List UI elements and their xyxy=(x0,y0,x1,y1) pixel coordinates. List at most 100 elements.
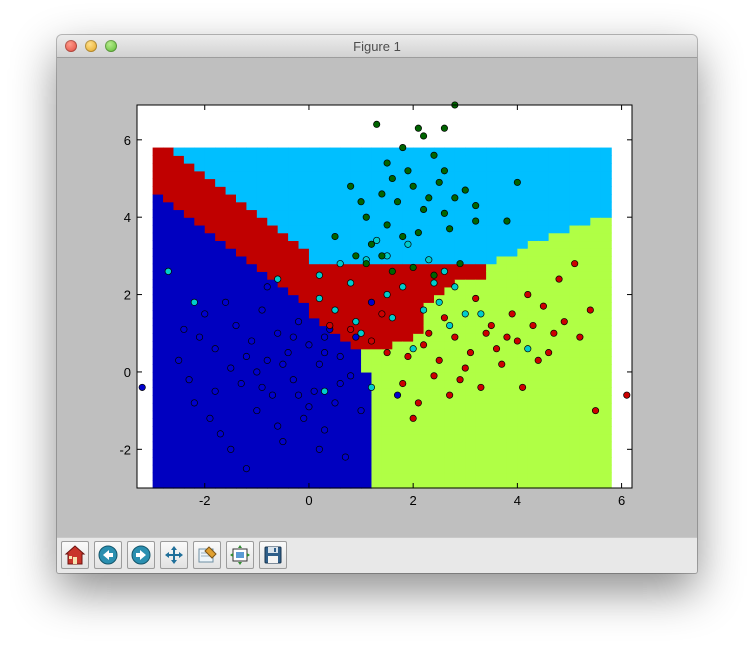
region-cell-blue xyxy=(277,457,289,466)
region-cell-blue xyxy=(163,379,175,389)
region-cell-blue xyxy=(204,480,216,489)
region-cell-red xyxy=(204,186,216,195)
region-cell-blue xyxy=(267,317,279,327)
region-cell-blue xyxy=(152,402,164,412)
region-cell-blue xyxy=(288,364,300,373)
region-cell-green xyxy=(475,333,487,342)
region-cell-blue xyxy=(277,472,289,481)
region-cell-green xyxy=(496,472,508,481)
region-cell-cyan xyxy=(465,209,477,218)
region-cell-cyan xyxy=(340,170,352,180)
region-cell-blue xyxy=(308,325,320,334)
region-cell-red xyxy=(402,302,414,311)
region-cell-green xyxy=(506,255,518,265)
region-cell-cyan xyxy=(288,178,300,187)
pan-button[interactable] xyxy=(160,541,188,569)
region-cell-red xyxy=(267,232,279,242)
region-cell-cyan xyxy=(319,147,331,156)
region-cell-cyan xyxy=(298,147,310,156)
region-cell-blue xyxy=(267,333,279,342)
region-cell-cyan xyxy=(569,217,581,226)
region-cell-blue xyxy=(246,402,258,412)
figure-canvas[interactable]: -2 0 2 4 6 -2 0 2 4 6 xyxy=(57,58,697,537)
zoom-button[interactable] xyxy=(193,541,221,569)
region-cell-green xyxy=(579,410,591,419)
region-cell-green xyxy=(444,387,456,396)
scatter-point xyxy=(190,399,198,407)
region-cell-green xyxy=(486,410,498,419)
region-cell-cyan xyxy=(256,201,268,211)
region-cell-blue xyxy=(350,426,362,435)
region-cell-green xyxy=(506,263,518,272)
region-cell-green xyxy=(454,457,466,466)
region-cell-green xyxy=(465,294,477,303)
region-cell-green xyxy=(434,310,446,319)
region-cell-cyan xyxy=(319,248,331,257)
scatter-point xyxy=(227,364,235,372)
close-window-icon[interactable] xyxy=(65,40,77,52)
region-cell-green xyxy=(496,457,508,466)
region-cell-green xyxy=(454,325,466,334)
region-cell-green xyxy=(517,340,529,350)
region-cell-cyan xyxy=(423,248,435,257)
region-cell-blue xyxy=(340,410,352,419)
region-cell-blue xyxy=(298,457,310,466)
maximize-window-icon[interactable] xyxy=(105,40,117,52)
save-button[interactable] xyxy=(259,541,287,569)
region-cell-red xyxy=(392,310,404,319)
region-cell-cyan xyxy=(454,232,466,242)
region-cell-green xyxy=(600,271,612,280)
home-button[interactable] xyxy=(61,541,89,569)
scatter-point xyxy=(180,325,188,333)
region-cell-blue xyxy=(267,348,279,358)
region-cell-blue xyxy=(236,263,248,272)
scatter-point xyxy=(440,209,448,217)
region-cell-cyan xyxy=(267,217,279,226)
region-cell-blue xyxy=(329,356,341,365)
region-cell-blue xyxy=(215,472,227,481)
region-cell-green xyxy=(548,395,560,404)
region-cell-red xyxy=(413,279,425,288)
minimize-window-icon[interactable] xyxy=(85,40,97,52)
region-cell-blue xyxy=(246,480,258,489)
back-button[interactable] xyxy=(94,541,122,569)
region-cell-blue xyxy=(152,240,164,249)
region-cell-green xyxy=(486,294,498,303)
region-cell-cyan xyxy=(465,178,477,187)
region-cell-green xyxy=(465,464,477,474)
forward-button[interactable] xyxy=(127,541,155,569)
region-cell-cyan xyxy=(590,186,602,195)
scatter-point xyxy=(472,294,480,302)
region-cell-green xyxy=(548,333,560,342)
region-cell-cyan xyxy=(548,201,560,211)
region-cell-red xyxy=(152,170,164,180)
region-cell-blue xyxy=(256,464,268,474)
region-cell-green xyxy=(423,310,435,319)
region-cell-green xyxy=(506,426,518,435)
region-cell-blue xyxy=(183,356,195,365)
region-cell-green xyxy=(444,402,456,412)
region-cell-red xyxy=(308,286,320,296)
region-cell-cyan xyxy=(267,147,279,156)
region-cell-red xyxy=(423,279,435,288)
region-cell-cyan xyxy=(402,224,414,234)
region-cell-blue xyxy=(173,263,185,272)
region-cell-cyan xyxy=(392,224,404,234)
region-cell-blue xyxy=(288,395,300,404)
region-cell-red xyxy=(454,271,466,280)
region-cell-cyan xyxy=(538,232,550,242)
region-cell-green xyxy=(454,402,466,412)
region-cell-blue xyxy=(246,449,258,458)
region-cell-red xyxy=(402,325,414,334)
region-cell-blue xyxy=(183,232,195,242)
region-cell-cyan xyxy=(538,209,550,218)
region-cell-cyan xyxy=(256,193,268,203)
region-cell-blue xyxy=(298,395,310,404)
region-cell-green xyxy=(423,356,435,365)
region-cell-green xyxy=(423,402,435,412)
region-cell-cyan xyxy=(413,255,425,265)
region-cell-cyan xyxy=(298,155,310,164)
scatter-point xyxy=(388,174,396,183)
region-cell-green xyxy=(444,286,456,296)
subplots-button[interactable] xyxy=(226,541,254,569)
